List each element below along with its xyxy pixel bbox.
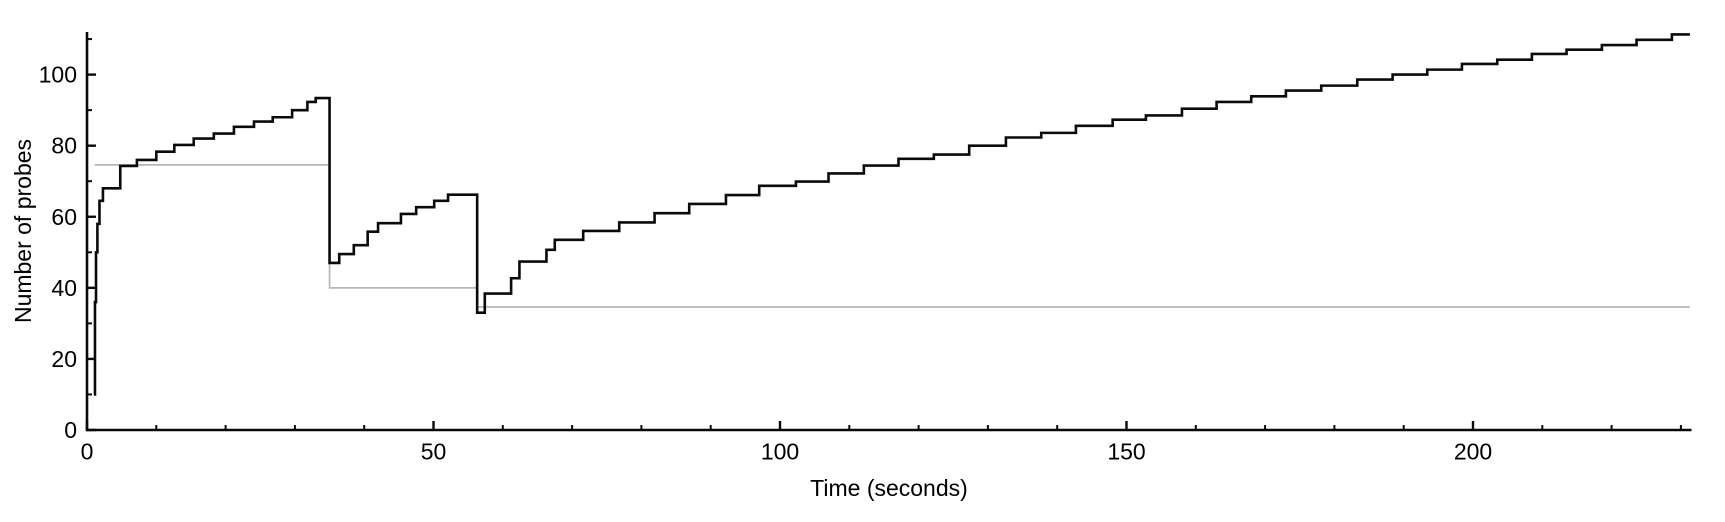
- x-tick-label: 150: [1107, 439, 1145, 465]
- x-axis-title: Time (seconds): [810, 475, 968, 501]
- x-tick-label: 50: [421, 439, 447, 465]
- y-tick-label: 0: [64, 417, 77, 443]
- y-tick-label: 40: [51, 275, 77, 301]
- y-axis-title: Number of probes: [10, 139, 36, 323]
- reference-line: [94, 164, 1690, 308]
- axes-layer: [85, 32, 1692, 432]
- x-tick-label: 100: [761, 439, 799, 465]
- series-layer: [93, 33, 1690, 396]
- x-tick-label: 0: [81, 439, 94, 465]
- y-tick-label: 80: [51, 133, 77, 159]
- y-tick-label: 20: [51, 346, 77, 372]
- series-number-of-probes: [93, 33, 1690, 396]
- x-tick-label: 200: [1454, 439, 1492, 465]
- tick-labels-layer: 0 50 100 150 200 0 20 40 60 80 100: [39, 62, 1493, 465]
- reference-lines-layer: [94, 164, 1690, 308]
- y-tick-label: 100: [39, 62, 77, 88]
- y-tick-label: 60: [51, 204, 77, 230]
